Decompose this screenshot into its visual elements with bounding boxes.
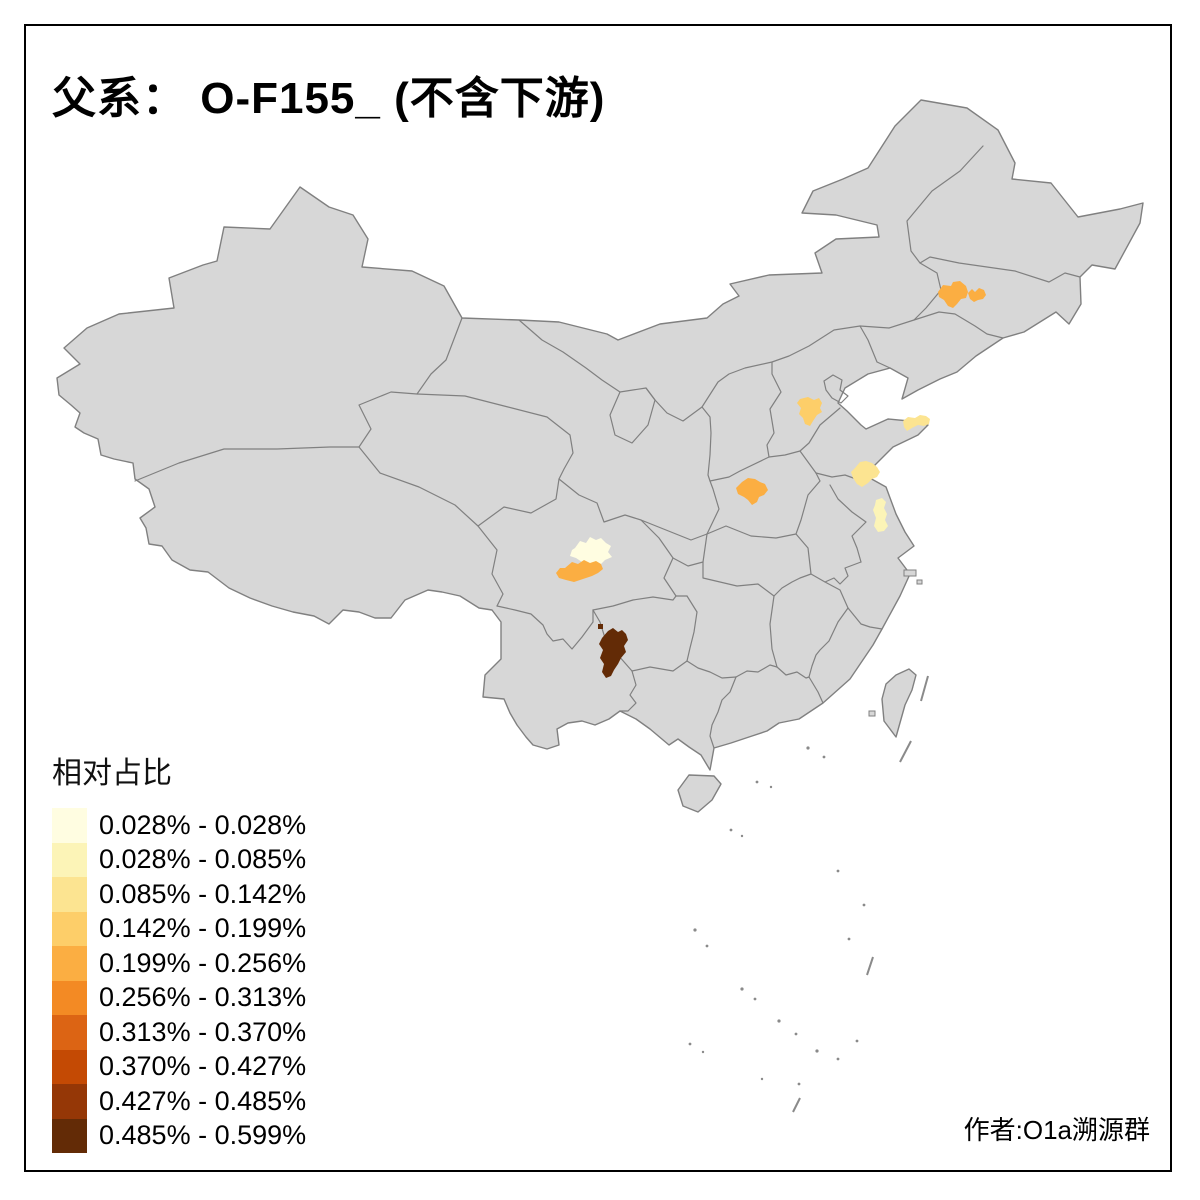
- page-title: 父系： O-F155_ (不含下游): [52, 74, 606, 123]
- legend-row: 0.427% - 0.485%: [52, 1084, 306, 1119]
- region-east-yunnan-speck: [598, 624, 603, 629]
- mainland-china-outline: [56, 99, 1144, 771]
- legend: 相对占比 0.028% - 0.028% 0.028% - 0.085% 0.0…: [52, 748, 306, 1153]
- legend-label: 0.085% - 0.142%: [99, 878, 307, 909]
- legend-row: 0.142% - 0.199%: [52, 911, 307, 946]
- taiwan-island: [881, 668, 917, 738]
- legend-row: 0.485% - 0.599%: [52, 1118, 307, 1153]
- legend-row: 0.313% - 0.370%: [52, 1015, 306, 1050]
- legend-swatch: [52, 911, 87, 946]
- province-borders: [134, 145, 1081, 749]
- legend-swatch: [52, 1118, 87, 1153]
- legend-swatch: [52, 1084, 87, 1119]
- legend-title: 相对占比: [52, 757, 172, 790]
- legend-swatch: [52, 1015, 87, 1050]
- south-china-sea-islands: [688, 746, 866, 1086]
- region-chengdu: [570, 537, 612, 566]
- coastal-islets: [868, 569, 923, 717]
- legend-swatch: [52, 980, 87, 1015]
- legend-row: 0.199% - 0.256%: [52, 946, 306, 981]
- legend-label: 0.199% - 0.256%: [99, 947, 307, 978]
- sea-dashes: [792, 675, 929, 1113]
- legend-row: 0.256% - 0.313%: [52, 980, 307, 1015]
- legend-swatch: [52, 946, 87, 981]
- legend-row: 0.028% - 0.028%: [52, 808, 306, 843]
- author-credit: 作者:O1a溯源群: [963, 1115, 1150, 1145]
- highlighted-regions: [556, 281, 986, 678]
- legend-swatch: [52, 1049, 87, 1084]
- region-east-yunnan: [599, 628, 628, 678]
- legend-label: 0.256% - 0.313%: [99, 982, 307, 1013]
- region-weihai: [903, 415, 930, 431]
- region-south-sichuan: [556, 560, 603, 582]
- legend-label: 0.142% - 0.199%: [99, 913, 307, 944]
- plot-border-frame: [24, 24, 1172, 1172]
- legend-row: 0.370% - 0.427%: [52, 1049, 307, 1084]
- legend-swatch: [52, 808, 87, 843]
- legend-label: 0.028% - 0.085%: [99, 844, 307, 875]
- legend-label: 0.028% - 0.028%: [99, 809, 307, 840]
- legend-row: 0.085% - 0.142%: [52, 877, 306, 912]
- region-lianyungang: [851, 461, 880, 487]
- legend-swatch: [52, 877, 87, 912]
- region-changchun: [938, 281, 968, 308]
- legend-label: 0.427% - 0.485%: [99, 1085, 307, 1116]
- legend-label: 0.485% - 0.599%: [99, 1120, 307, 1151]
- hainan-island: [677, 774, 722, 813]
- legend-row: 0.028% - 0.085%: [52, 842, 307, 877]
- legend-swatch: [52, 842, 87, 877]
- legend-label: 0.313% - 0.370%: [99, 1016, 307, 1047]
- region-south-hebei: [797, 397, 822, 426]
- region-central-jiangsu: [873, 498, 888, 532]
- region-jilin-city: [968, 288, 986, 302]
- legend-label: 0.370% - 0.427%: [99, 1051, 307, 1082]
- region-central-henan: [736, 478, 768, 505]
